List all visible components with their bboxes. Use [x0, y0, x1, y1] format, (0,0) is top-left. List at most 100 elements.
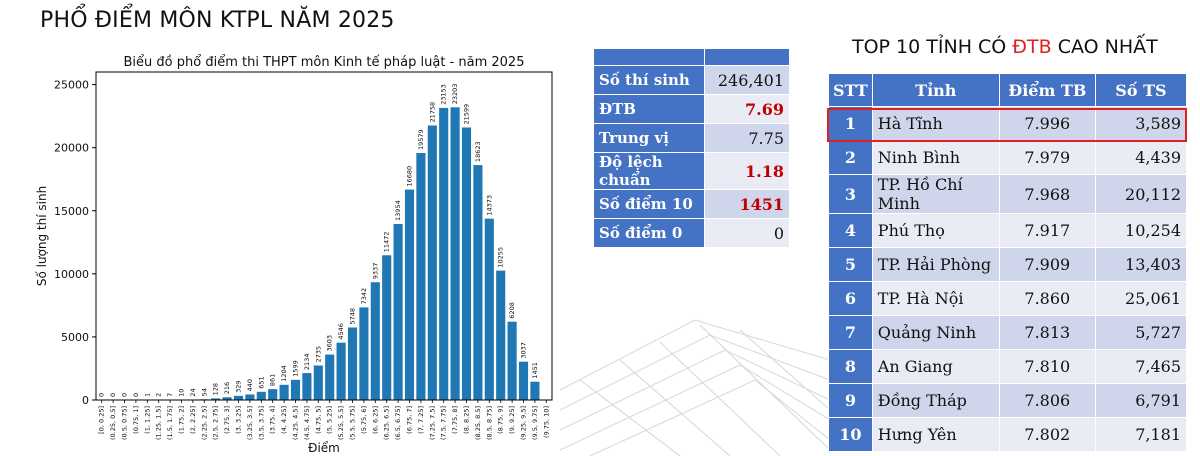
- header-province: Tỉnh: [871, 73, 1000, 107]
- bar-data-label: 128: [212, 383, 220, 395]
- stats-label: ĐTB: [593, 94, 705, 124]
- cell-province: TP. Hồ Chí Minh: [871, 174, 1000, 214]
- bar-data-label: 1: [143, 393, 151, 397]
- bar: [279, 384, 289, 400]
- bar: [507, 321, 517, 400]
- cell-count: 20,112: [1094, 174, 1188, 214]
- x-axis-label: Điểm: [308, 441, 340, 455]
- bar-data-label: 651: [257, 376, 265, 388]
- bar-data-label: 1599: [292, 360, 300, 377]
- bar-data-label: 21599: [463, 104, 471, 125]
- top10-title: TOP 10 TỈNH CÓ ĐTB CAO NHẤT: [852, 36, 1158, 58]
- cell-score: 7.810: [998, 349, 1096, 384]
- bar-data-label: 7342: [360, 288, 368, 305]
- bar-data-label: 10255: [497, 247, 505, 268]
- stats-label: Độ lệch chuẩn: [593, 152, 705, 190]
- bar-data-label: 4546: [337, 323, 345, 340]
- bar-data-label: 2735: [314, 346, 322, 363]
- bar-data-label: 5748: [349, 308, 357, 325]
- top10-title-post: CAO NHẤT: [1051, 36, 1158, 58]
- cell-count: 4,439: [1094, 140, 1188, 175]
- bar-data-label: 440: [246, 379, 254, 391]
- stats-row: Số thí sinh 246,401: [593, 65, 790, 95]
- header-stt: STT: [828, 73, 873, 107]
- x-tick-label: (8.75, 9]: [497, 406, 505, 434]
- bar: [233, 395, 244, 400]
- bar: [393, 223, 403, 400]
- bar-data-label: 3037: [520, 342, 528, 359]
- cell-stt: 10: [828, 417, 873, 452]
- bar: [211, 398, 221, 400]
- cell-stt: 8: [828, 349, 873, 384]
- bar-data-label: 18623: [474, 141, 482, 162]
- x-tick-label: (1, 1.25]: [143, 406, 151, 434]
- x-tick-label: (1.25, 1.5]: [155, 406, 163, 440]
- x-tick-label: (9, 9.25]: [508, 406, 516, 434]
- x-tick-label: (7.25, 7.5]: [428, 406, 436, 440]
- x-tick-label: [0, 0.25]: [98, 406, 106, 434]
- stats-row: ĐTB 7.69: [593, 94, 790, 124]
- bar: [382, 255, 392, 400]
- bar: [473, 165, 483, 400]
- bar-data-label: 10: [178, 389, 186, 397]
- top10-header-row: STT Tỉnh Điểm TB Số TS: [828, 73, 1188, 107]
- x-tick-label: (5.75, 6]: [360, 406, 368, 434]
- bar-data-label: 861: [269, 374, 277, 386]
- table-row: 7 Quảng Ninh 7.813 5,727: [828, 315, 1188, 350]
- bar-data-label: 2134: [303, 354, 311, 371]
- histogram-svg: Biểu đồ phổ điểm thi THPT môn Kinh tế ph…: [35, 55, 553, 455]
- x-tick-label: (1.5, 1.75]: [166, 406, 174, 440]
- bar-data-label: 13954: [394, 200, 402, 221]
- bar-data-label: 14373: [485, 195, 493, 216]
- stats-row: Độ lệch chuẩn 1.18: [593, 152, 790, 190]
- y-tick-label: 25000: [54, 79, 89, 92]
- bar: [325, 354, 335, 400]
- cell-count: 13,403: [1094, 247, 1188, 282]
- bar-data-label: 54: [200, 388, 208, 396]
- bar-data-label: 23153: [440, 84, 448, 105]
- bar: [439, 107, 449, 400]
- cell-province: Hưng Yên: [871, 417, 1000, 452]
- bar: [484, 218, 494, 400]
- cell-province: Phú Thọ: [871, 213, 1000, 248]
- cell-count: 5,727: [1094, 315, 1188, 350]
- cell-score: 7.996: [998, 106, 1096, 141]
- bar-data-label: 16680: [406, 166, 414, 187]
- bar: [416, 153, 426, 400]
- bar-data-label: 216: [223, 382, 231, 394]
- cell-score: 7.806: [998, 383, 1096, 418]
- y-tick-label: 20000: [54, 142, 89, 155]
- x-tick-label: (7.5, 7.75]: [440, 406, 448, 440]
- x-tick-label: (6.5, 6.75]: [394, 406, 402, 440]
- plot-frame: [95, 71, 553, 401]
- bar-data-label: 2: [155, 393, 163, 397]
- stats-value: 1451: [704, 189, 790, 219]
- histogram-chart: Biểu đồ phổ điểm thi THPT môn Kinh tế ph…: [30, 46, 560, 456]
- bar: [530, 381, 540, 400]
- y-tick-label: 5000: [61, 331, 89, 344]
- x-tick-label: (5.25, 5.5]: [337, 406, 345, 440]
- stats-label: Trung vị: [593, 123, 705, 153]
- cell-count: 25,061: [1094, 281, 1188, 316]
- x-tick-label: (3.25, 3.5]: [246, 406, 254, 440]
- stats-value: 1.18: [704, 152, 790, 190]
- bar-data-label: 3603: [326, 335, 334, 352]
- bar: [370, 282, 380, 400]
- x-tick-label: (0.25, 0.5]: [109, 406, 117, 440]
- bar-data-label: 1451: [531, 362, 539, 379]
- cell-stt: 6: [828, 281, 873, 316]
- y-tick-label: 0: [82, 394, 89, 407]
- x-tick-label: (5.5, 5.75]: [349, 406, 357, 440]
- bar: [404, 189, 415, 400]
- bar-data-label: 329: [235, 380, 243, 392]
- cell-score: 7.813: [998, 315, 1096, 350]
- table-row: 5 TP. Hải Phòng 7.909 13,403: [828, 247, 1188, 282]
- bar-data-label: 23203: [451, 84, 459, 105]
- table-row: 8 An Giang 7.810 7,465: [828, 349, 1188, 384]
- x-tick-label: (3.75, 4]: [269, 406, 277, 434]
- bar: [427, 125, 437, 400]
- bar: [256, 391, 266, 400]
- bar-data-label: 6208: [508, 302, 516, 319]
- top10-table: STT Tỉnh Điểm TB Số TS 1 Hà Tĩnh 7.996 3,58…: [828, 73, 1188, 452]
- x-tick-label: (2.5, 2.75]: [212, 406, 220, 440]
